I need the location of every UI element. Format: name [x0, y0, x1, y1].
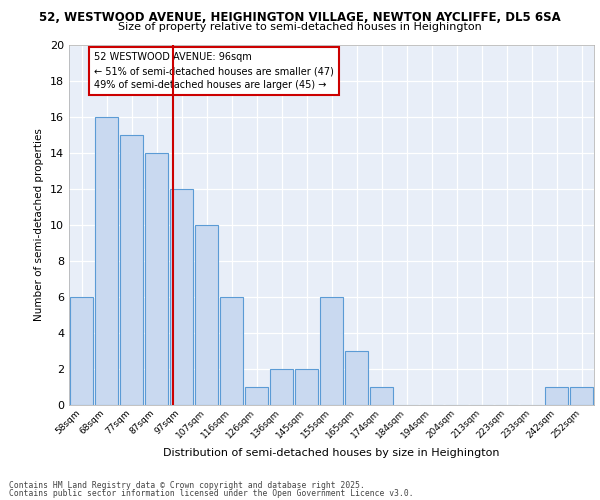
Bar — [170, 189, 193, 405]
Bar — [545, 387, 568, 405]
Bar — [320, 297, 343, 405]
Text: Contains public sector information licensed under the Open Government Licence v3: Contains public sector information licen… — [9, 488, 413, 498]
Y-axis label: Number of semi-detached properties: Number of semi-detached properties — [34, 128, 44, 322]
Bar — [145, 153, 168, 405]
Bar — [345, 351, 368, 405]
Text: 52 WESTWOOD AVENUE: 96sqm
← 51% of semi-detached houses are smaller (47)
49% of : 52 WESTWOOD AVENUE: 96sqm ← 51% of semi-… — [94, 52, 334, 90]
Bar — [570, 387, 593, 405]
Bar — [220, 297, 243, 405]
Bar — [70, 297, 93, 405]
Text: 52, WESTWOOD AVENUE, HEIGHINGTON VILLAGE, NEWTON AYCLIFFE, DL5 6SA: 52, WESTWOOD AVENUE, HEIGHINGTON VILLAGE… — [39, 11, 561, 24]
Text: Contains HM Land Registry data © Crown copyright and database right 2025.: Contains HM Land Registry data © Crown c… — [9, 481, 365, 490]
Text: Size of property relative to semi-detached houses in Heighington: Size of property relative to semi-detach… — [118, 22, 482, 32]
Bar — [245, 387, 268, 405]
Bar — [195, 225, 218, 405]
Bar — [270, 369, 293, 405]
Bar — [95, 117, 118, 405]
Bar — [295, 369, 318, 405]
Bar — [120, 135, 143, 405]
X-axis label: Distribution of semi-detached houses by size in Heighington: Distribution of semi-detached houses by … — [163, 448, 500, 458]
Bar — [370, 387, 393, 405]
